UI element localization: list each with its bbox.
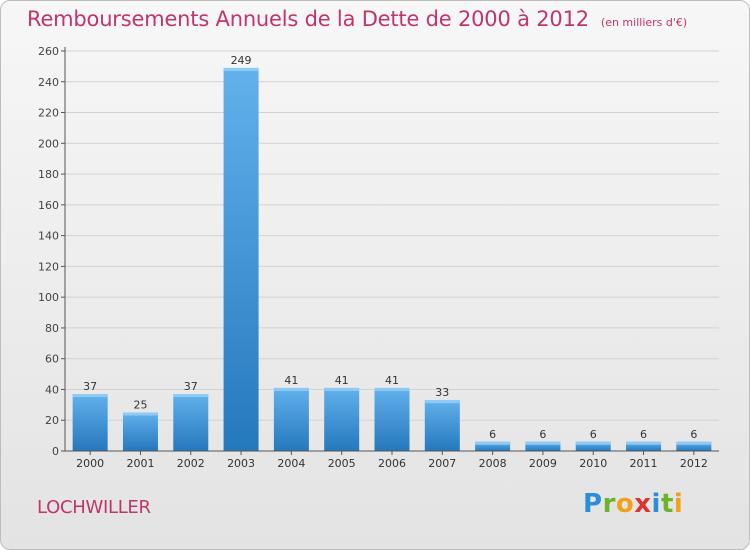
- bar: [626, 441, 662, 451]
- y-tick-label: 40: [45, 383, 59, 396]
- bar-value-label: 6: [590, 428, 597, 441]
- x-tick-label: 2007: [428, 457, 456, 470]
- y-tick-label: 0: [52, 445, 59, 458]
- bar-value-label: 41: [284, 374, 298, 387]
- bar-value-label: 37: [83, 380, 97, 393]
- chart-subtitle: (en milliers d'€): [600, 16, 688, 29]
- x-tick-label: 2012: [680, 457, 708, 470]
- bar-highlight: [273, 387, 309, 391]
- bar-highlight: [173, 394, 209, 398]
- bar: [575, 441, 611, 451]
- x-tick-label: 2002: [177, 457, 205, 470]
- bar-highlight: [626, 441, 662, 445]
- bar-highlight: [676, 441, 712, 445]
- bar-highlight: [424, 400, 460, 404]
- y-tick-label: 140: [38, 230, 59, 243]
- y-tick-label: 80: [45, 322, 59, 335]
- logo-letter-t: t: [660, 489, 674, 519]
- city-name: LOCHWILLER: [37, 497, 151, 518]
- x-tick-label: 2008: [479, 457, 507, 470]
- y-tick-label: 160: [38, 199, 59, 212]
- bar-highlight: [223, 67, 259, 71]
- bar: [72, 394, 108, 451]
- chart-title-text: Remboursements Annuels de la Dette de 20…: [27, 7, 589, 31]
- bar-highlight: [72, 394, 108, 398]
- logo-letter-r: r: [602, 489, 616, 519]
- bar-highlight: [374, 387, 410, 391]
- bar-value-label: 41: [335, 374, 349, 387]
- bar-value-label: 6: [539, 428, 546, 441]
- y-tick-label: 260: [38, 45, 59, 58]
- y-tick-label: 100: [38, 291, 59, 304]
- x-tick-label: 2001: [126, 457, 154, 470]
- x-tick-label: 2003: [227, 457, 255, 470]
- bar: [223, 67, 259, 451]
- logo-letter-p: P: [583, 489, 603, 519]
- y-tick-label: 60: [45, 353, 59, 366]
- bar-value-label: 6: [640, 428, 647, 441]
- logo-letter-i2: i: [673, 489, 684, 519]
- x-tick-label: 2006: [378, 457, 406, 470]
- bar-layer: [72, 67, 712, 451]
- y-tick-label: 200: [38, 137, 59, 150]
- bar-value-label: 6: [690, 428, 697, 441]
- y-tick-label: 20: [45, 414, 59, 427]
- bar-value-label: 25: [133, 399, 147, 412]
- y-tick-label: 180: [38, 168, 59, 181]
- bar: [324, 387, 360, 451]
- bar-highlight: [575, 441, 611, 445]
- x-tick-label: 2004: [277, 457, 305, 470]
- x-tick-label: 2010: [579, 457, 607, 470]
- logo-letter-i: i: [651, 489, 661, 519]
- bar-highlight: [525, 441, 561, 445]
- x-tick-label: 2005: [328, 457, 356, 470]
- bar: [122, 412, 158, 451]
- proxiti-logo[interactable]: Proxiti: [583, 489, 683, 519]
- y-tick-label: 220: [38, 107, 59, 120]
- bar-value-label: 41: [385, 374, 399, 387]
- bar-value-label: 6: [489, 428, 496, 441]
- bar-value-label: 249: [231, 54, 252, 67]
- bar: [273, 387, 309, 451]
- bar-highlight: [475, 441, 511, 445]
- bar: [424, 400, 460, 451]
- bar-highlight: [324, 387, 360, 391]
- bar: [676, 441, 712, 451]
- grid-layer: [65, 50, 719, 421]
- bar: [475, 441, 511, 451]
- chart-title: Remboursements Annuels de la Dette de 20…: [27, 7, 687, 31]
- x-tick-label: 2009: [529, 457, 557, 470]
- bar-value-label: 37: [184, 380, 198, 393]
- logo-letter-o: o: [615, 489, 635, 519]
- y-tick-label: 240: [38, 76, 59, 89]
- logo-letter-x: x: [634, 489, 652, 519]
- x-tick-label: 2011: [630, 457, 658, 470]
- x-tick-label: 2000: [76, 457, 104, 470]
- bar: [525, 441, 561, 451]
- bar: [173, 394, 209, 451]
- bar-highlight: [122, 412, 158, 416]
- y-tick-label: 120: [38, 260, 59, 273]
- axis-layer: 0 20 40 60 80 100 120 140 160 180 200 220 240 260 2000…: [38, 45, 719, 470]
- bar-value-label: 33: [435, 386, 449, 399]
- label-layer: 37 25 37 249 41 41 41 33 6 6 6 6 6: [83, 54, 697, 441]
- bar: [374, 387, 410, 451]
